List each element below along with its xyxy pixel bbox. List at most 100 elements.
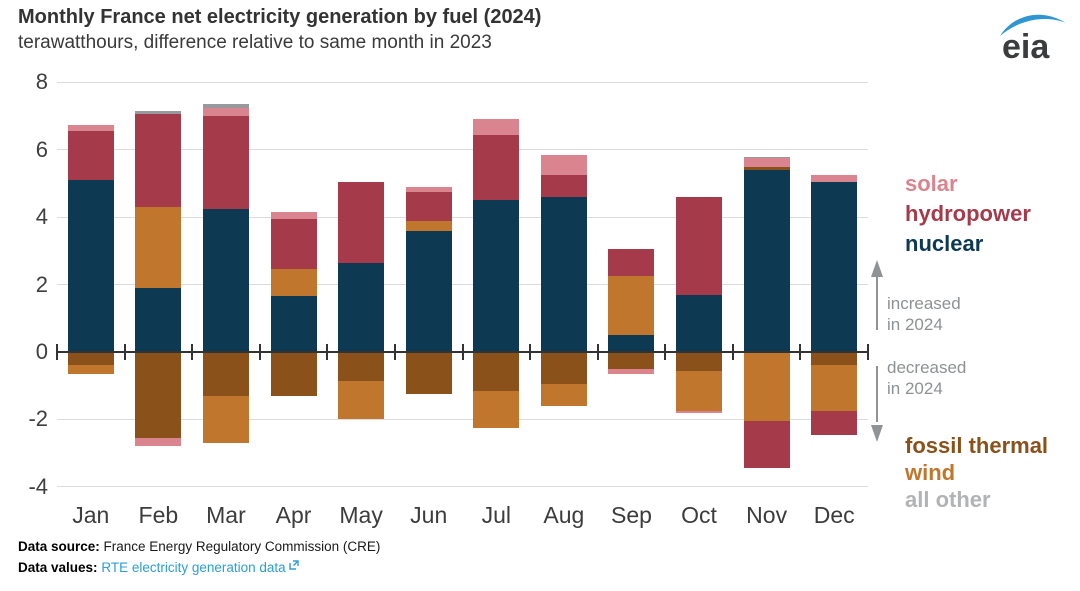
bar-segment-feb-all-other <box>135 111 182 115</box>
bar-segment-nov-fossil-thermal <box>743 166 790 170</box>
footer-values-line: Data values: RTE electricity generation … <box>18 556 380 577</box>
month-label-jul: Jul <box>481 502 511 528</box>
zero-axis-tick <box>258 344 261 360</box>
bar-segment-may-wind <box>338 380 385 420</box>
bar-segment-oct-fossil-thermal <box>676 352 723 371</box>
zero-axis-tick <box>56 344 58 360</box>
bar-segment-apr-wind <box>270 269 317 297</box>
bar-segment-mar-hydropower <box>202 116 249 209</box>
arrow-up-icon <box>869 260 885 337</box>
y-axis-tick-label: 8 <box>35 69 48 95</box>
bar-segment-nov-all-other <box>743 156 790 159</box>
external-link-icon <box>288 556 299 575</box>
bar-segment-feb-nuclear <box>135 287 182 352</box>
y-axis-tick-label: 4 <box>35 204 48 230</box>
month-label-dec: Dec <box>813 502 855 528</box>
bar-segment-mar-nuclear <box>202 208 249 352</box>
svg-text:eia: eia <box>1002 28 1050 64</box>
bar-segment-apr-nuclear <box>270 296 317 352</box>
y-axis-tick-label: -4 <box>28 473 48 499</box>
bar-segment-oct-nuclear <box>676 294 723 352</box>
month-label-nov: Nov <box>746 502 788 528</box>
arrow-down-icon <box>869 364 885 447</box>
zero-axis-tick <box>191 344 194 360</box>
page-subtitle: terawatthours, difference relative to sa… <box>18 32 492 53</box>
month-label-jan: Jan <box>72 502 110 528</box>
bar-segment-may-hydropower <box>338 181 385 263</box>
bar-segment-sep-fossil-thermal <box>608 352 655 369</box>
bar-segment-jan-nuclear <box>67 180 114 352</box>
legend-item-all-other: all other <box>905 487 991 512</box>
zero-axis-tick <box>596 344 599 360</box>
bar-segment-may-fossil-thermal <box>338 352 385 381</box>
gridline <box>57 284 868 286</box>
legend-top: solar hydropower nuclear <box>905 169 1031 259</box>
bar-segment-feb-hydropower <box>135 114 182 208</box>
y-axis-tick-label: 6 <box>35 136 48 162</box>
bar-segment-may-nuclear <box>338 262 385 352</box>
footer-values-label: Data values: <box>18 560 98 575</box>
bar-segment-mar-fossil-thermal <box>202 352 249 396</box>
bar-segment-jun-fossil-thermal <box>405 352 452 395</box>
zero-axis-tick <box>799 344 802 360</box>
y-axis-tick-label: 2 <box>35 271 48 297</box>
bar-segment-jun-nuclear <box>405 230 452 352</box>
month-label-aug: Aug <box>543 502 585 528</box>
bar-segment-dec-wind <box>811 365 858 411</box>
annotation-increased: increased in 2024 <box>887 294 961 334</box>
legend-item-wind: wind <box>905 460 956 485</box>
footer: Data source: France Energy Regulatory Co… <box>18 537 380 577</box>
zero-axis-tick <box>123 344 126 360</box>
bar-segment-feb-fossil-thermal <box>135 352 182 438</box>
month-label-feb: Feb <box>138 502 179 528</box>
bar-segment-dec-nuclear <box>811 181 858 352</box>
eia-logo: eia <box>986 6 1072 66</box>
gridline <box>57 81 868 83</box>
bar-segment-aug-solar <box>540 154 587 176</box>
zero-axis-tick <box>393 344 396 360</box>
month-label-oct: Oct <box>681 502 717 528</box>
bar-segment-oct-solar <box>676 410 723 413</box>
zero-axis-tick <box>461 344 464 360</box>
footer-source-line: Data source: France Energy Regulatory Co… <box>18 537 380 556</box>
y-axis-tick-label: -2 <box>28 406 48 432</box>
bar-segment-oct-hydropower <box>676 196 723 295</box>
zero-axis-tick <box>664 344 667 360</box>
bar-segment-mar-wind <box>202 395 249 443</box>
eia-logo-swoosh-icon: eia <box>1000 14 1066 66</box>
bar-segment-jan-hydropower <box>67 131 114 181</box>
annotation-decreased: decreased in 2024 <box>887 358 967 398</box>
bar-segment-mar-solar <box>202 107 249 117</box>
bar-segment-nov-nuclear <box>743 170 790 352</box>
bar-segment-dec-fossil-thermal <box>811 352 858 366</box>
footer-source-label: Data source: <box>18 539 100 554</box>
bar-segment-jun-wind <box>405 220 452 231</box>
legend-item-fossil-thermal: fossil thermal <box>905 433 1049 458</box>
bar-segment-sep-wind <box>608 276 655 336</box>
bar-segment-nov-solar <box>743 158 790 167</box>
legend-item-hydropower: hydropower <box>905 201 1031 226</box>
bar-segment-apr-solar <box>270 212 317 219</box>
bar-segment-nov-wind <box>743 352 790 422</box>
zero-axis-tick <box>326 344 329 360</box>
footer-data-link[interactable]: RTE electricity generation data <box>101 560 286 575</box>
bar-segment-jan-wind <box>67 365 114 374</box>
month-label-jun: Jun <box>410 502 448 528</box>
bar-segment-jul-nuclear <box>473 200 520 352</box>
bar-segment-apr-fossil-thermal <box>270 352 317 396</box>
bar-segment-jul-wind <box>473 390 520 428</box>
month-label-may: May <box>339 502 383 528</box>
gridline <box>57 486 868 488</box>
zero-axis-tick <box>867 344 869 360</box>
bar-segment-jun-solar <box>405 186 452 192</box>
bar-segment-jul-solar <box>473 119 520 135</box>
bar-segment-oct-wind <box>676 370 723 411</box>
bar-segment-aug-nuclear <box>540 196 587 352</box>
bar-segment-jan-fossil-thermal <box>67 352 114 366</box>
legend-bottom: fossil thermal wind all other <box>905 432 1048 513</box>
month-label-apr: Apr <box>275 502 312 528</box>
bar-segment-feb-wind <box>135 207 182 288</box>
bar-segment-dec-solar <box>811 175 858 182</box>
bar-segment-apr-hydropower <box>270 218 317 270</box>
